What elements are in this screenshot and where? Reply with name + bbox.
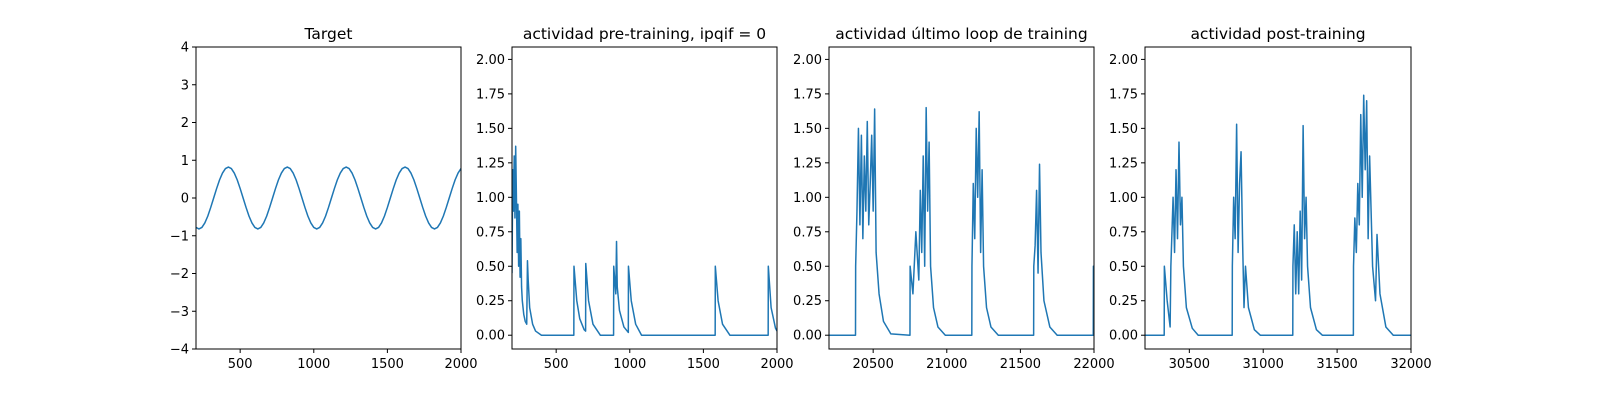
y-tick-label: 1.75 [1109,87,1138,102]
subplot-title: actividad último loop de training [835,25,1087,43]
data-line [1145,94,1411,336]
data-line [196,166,461,230]
x-tick-label: 21500 [1000,357,1041,372]
x-tick-label: 31000 [1243,357,1284,372]
y-tick-label: 1 [181,154,189,169]
y-tick-label: 1.00 [793,191,822,206]
y-tick-label: 1.25 [793,156,822,171]
y-tick-label: 1.25 [476,156,505,171]
y-tick-label: 2.00 [1109,53,1138,68]
subplot-title: actividad pre-training, ipqif = 0 [523,25,766,43]
axes-frame [1144,46,1412,350]
x-tick-label: 31500 [1316,357,1357,372]
y-tick-label: 3 [181,78,189,93]
y-tick-label: 0.00 [793,329,822,344]
y-tick-label: 0.25 [476,294,505,309]
y-tick-label: 0.25 [1109,294,1138,309]
x-tick-label: 21000 [926,357,967,372]
y-tick-label: −3 [170,305,189,320]
y-tick-label: 1.50 [476,122,505,137]
subplot: actividad pre-training, ipqif = 0 500 1000… [476,25,794,372]
y-tick-label: −4 [170,343,189,358]
y-tick-label: 0 [181,192,189,207]
x-tick-label: 500 [544,357,569,372]
x-tick-label: 1000 [297,357,330,372]
subplot: actividad post-training 30500 31000 31500 32… [1109,25,1432,372]
y-tick-label: 0.75 [793,225,822,240]
axes-frame [828,46,1095,350]
y-tick-label: 0.00 [476,329,505,344]
y-tick-label: 0.75 [476,225,505,240]
y-tick-label: 4 [181,41,189,56]
x-tick-label: 20500 [852,357,893,372]
data-line [829,106,1094,336]
axes-frame [511,46,778,350]
y-tick-label: 2.00 [793,53,822,68]
y-tick-label: 1.75 [793,87,822,102]
y-tick-label: 1.25 [1109,156,1138,171]
y-tick-label: −2 [170,267,189,282]
x-tick-label: 1000 [613,357,646,372]
subplot: Target 500 1000 1500 2000 −4 −3 −2 −1 0 1 2 3 4 [170,25,478,372]
x-tick-label: 2000 [760,357,793,372]
y-tick-label: 0.25 [793,294,822,309]
x-tick-label: 2000 [444,357,477,372]
x-tick-label: 1500 [371,357,404,372]
axes-frame [195,46,462,350]
y-tick-label: 1.00 [476,191,505,206]
y-tick-label: 0.75 [1109,225,1138,240]
y-tick-label: 1.50 [1109,122,1138,137]
subplot: actividad último loop de training 20500 21… [793,25,1115,372]
subplot-title: actividad post-training [1190,25,1365,43]
x-tick-label: 22000 [1073,357,1114,372]
y-tick-label: 1.50 [793,122,822,137]
x-tick-label: 500 [228,357,253,372]
x-tick-label: 1500 [687,357,720,372]
y-tick-label: 0.00 [1109,329,1138,344]
y-tick-label: 2 [181,116,189,131]
y-tick-label: −1 [170,229,189,244]
x-tick-label: 30500 [1169,357,1210,372]
x-tick-label: 32000 [1390,357,1431,372]
data-line [512,145,777,336]
y-tick-label: 0.50 [793,260,822,275]
y-tick-label: 1.00 [1109,191,1138,206]
y-tick-label: 0.50 [476,260,505,275]
y-tick-label: 1.75 [476,87,505,102]
y-tick-label: 0.50 [1109,260,1138,275]
y-tick-label: 2.00 [476,53,505,68]
subplot-title: Target [304,25,353,43]
